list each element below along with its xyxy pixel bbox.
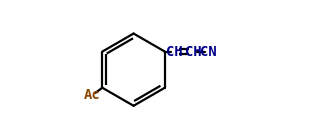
Text: Ac: Ac [84, 88, 101, 102]
Text: CH: CH [185, 45, 202, 59]
Text: CN: CN [200, 45, 216, 59]
Text: CH: CH [166, 45, 183, 59]
